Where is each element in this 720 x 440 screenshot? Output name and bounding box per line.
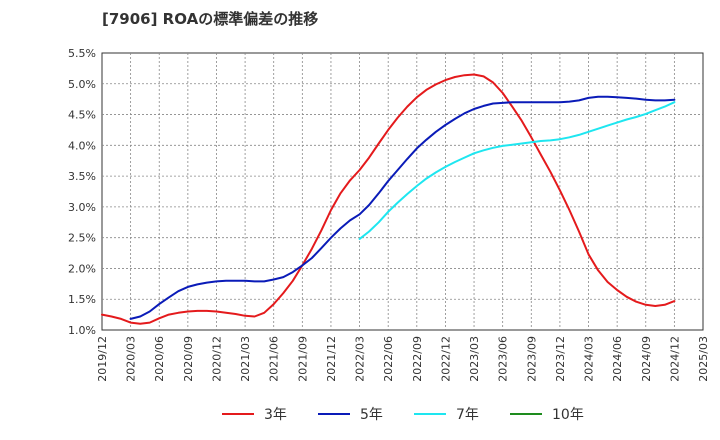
legend-label: 7年 [456, 407, 479, 423]
x-tick-label: 2022/12 [439, 336, 452, 382]
legend-label: 10年 [552, 407, 584, 423]
y-tick-label: 1.0% [68, 324, 96, 337]
series-line-7年 [358, 101, 676, 240]
x-tick-label: 2025/03 [697, 336, 710, 382]
x-tick-label: 2022/03 [354, 336, 367, 382]
y-tick-label: 5.0% [68, 78, 96, 91]
x-tick-label: 2020/12 [210, 336, 223, 382]
x-tick-label: 2024/09 [640, 336, 653, 382]
y-axis-ticks: 1.0% 1.5% 2.0% 2.5% 3.0% 3.5% 4.0% 4.5% 5.0% 5.5% [68, 47, 96, 337]
x-tick-label: 2023/06 [497, 336, 510, 382]
legend-label: 5年 [360, 407, 383, 423]
x-tick-label: 2021/03 [239, 336, 252, 382]
y-tick-label: 4.5% [68, 109, 96, 122]
x-tick-label: 2022/06 [382, 336, 395, 382]
x-tick-label: 2024/12 [668, 336, 681, 382]
plot-area [101, 52, 704, 331]
legend: 3年 5年 7年 10年 [222, 407, 584, 423]
x-axis-ticks: 2019/12 2020/03 2020/06 2020/09 2020/12 2021/… [96, 336, 710, 382]
x-tick-label: 2022/09 [411, 336, 424, 382]
legend-label: 3年 [264, 407, 287, 423]
x-tick-label: 2021/09 [296, 336, 309, 382]
x-tick-label: 2020/09 [182, 336, 195, 382]
y-tick-label: 4.0% [68, 139, 96, 152]
x-tick-label: 2021/12 [325, 336, 338, 382]
chart-title: [7906] ROAの標準偏差の推移 [102, 10, 318, 28]
y-tick-label: 2.0% [68, 262, 96, 275]
x-tick-label: 2023/12 [554, 336, 567, 382]
x-tick-label: 2023/09 [525, 336, 538, 382]
y-tick-label: 5.5% [68, 47, 96, 60]
y-tick-label: 2.5% [68, 232, 96, 245]
series-lines [101, 73, 676, 325]
grid [102, 53, 703, 330]
series-line-3年 [101, 73, 676, 325]
x-tick-label: 2023/03 [468, 336, 481, 382]
y-tick-label: 1.5% [68, 293, 96, 306]
x-tick-label: 2021/06 [268, 336, 281, 382]
y-tick-label: 3.5% [68, 170, 96, 183]
x-tick-label: 2020/06 [153, 336, 166, 382]
y-tick-label: 3.0% [68, 201, 96, 214]
x-tick-label: 2020/03 [125, 336, 138, 382]
x-tick-label: 2019/12 [96, 336, 109, 382]
x-tick-label: 2024/03 [583, 336, 596, 382]
series-line-5年 [129, 95, 676, 320]
x-tick-label: 2024/06 [611, 336, 624, 382]
